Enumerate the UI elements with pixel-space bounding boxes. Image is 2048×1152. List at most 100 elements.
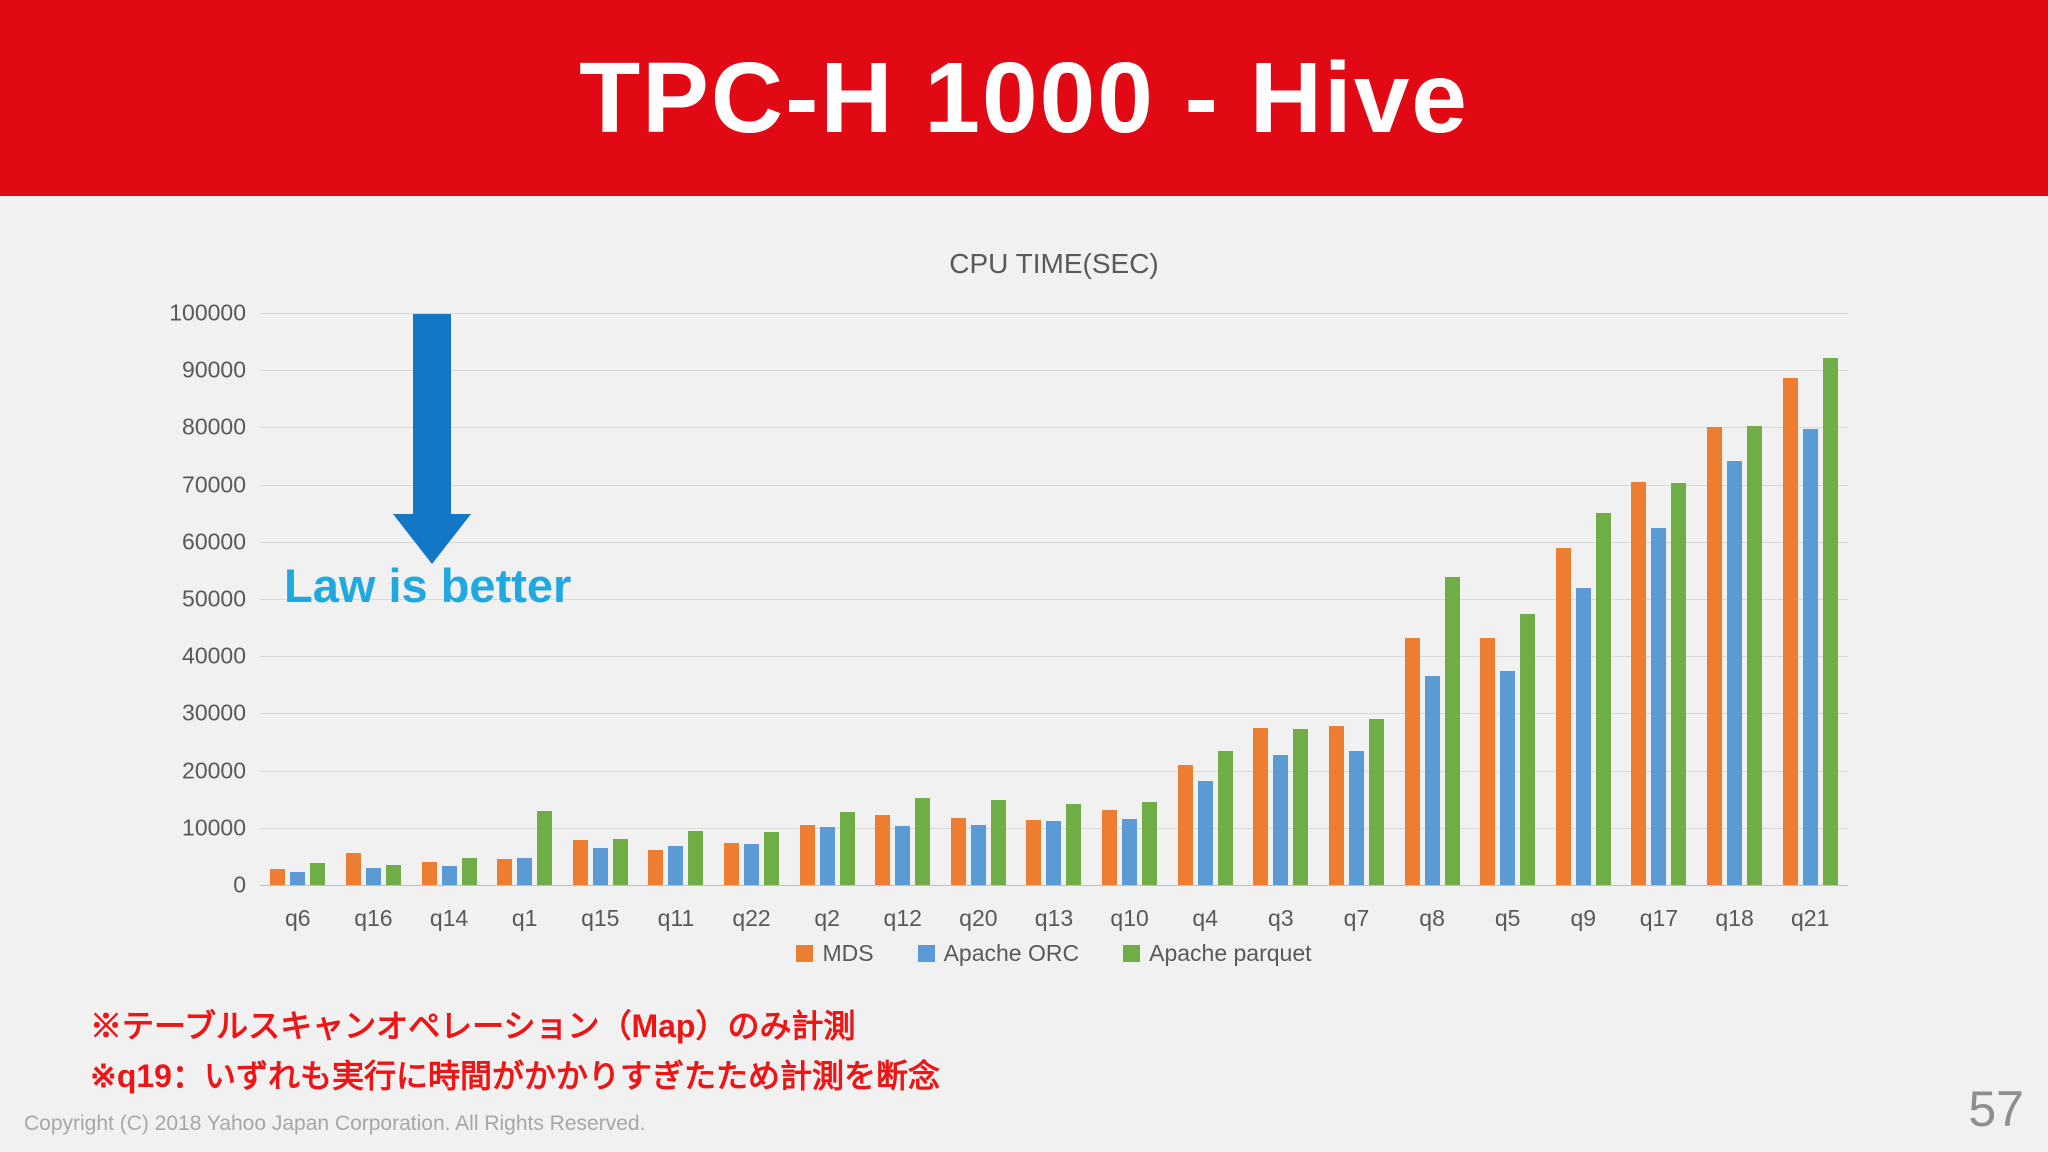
bar-apache-orc-q18 (1727, 461, 1743, 885)
bar-group-q6 (260, 313, 336, 885)
bar-apache-orc-q7 (1348, 751, 1364, 885)
bar-group-q1 (487, 313, 563, 885)
chart-title: CPU TIME(SEC) (949, 248, 1159, 279)
bar-group-q8 (1394, 313, 1470, 885)
legend-label: Apache ORC (943, 940, 1080, 966)
bar-apache-orc-q17 (1651, 527, 1667, 885)
x-axis-category-label: q11 (657, 905, 695, 931)
x-axis-category-label: q4 (1192, 905, 1219, 931)
y-axis-tick-label: 30000 (182, 699, 246, 726)
x-axis-category-label: q17 (1639, 905, 1679, 931)
bar-apache-orc-q15 (592, 847, 608, 885)
chart-legend: MDS Apache ORC Apache parquet (260, 940, 1848, 967)
x-axis-category-label: q22 (732, 905, 771, 931)
gridline (260, 484, 1848, 486)
bar-group-q4 (1167, 313, 1243, 885)
bar-apache-orc-q4 (1197, 781, 1213, 885)
bar-mds-q12 (875, 815, 891, 885)
legend-item-apache-parquet: Apache parquet (1123, 940, 1312, 967)
bar-group-q12 (865, 313, 941, 885)
bar-mds-q22 (724, 842, 739, 885)
bar-group-q17 (1621, 313, 1697, 885)
bar-apache-parquet-q12 (915, 798, 931, 885)
bar-apache-orc-q20 (970, 824, 986, 885)
bar-apache-parquet-q21 (1822, 357, 1838, 885)
bar-mds-q13 (1026, 819, 1042, 885)
bar-apache-orc-q11 (668, 845, 684, 885)
x-axis-category-label: q15 (581, 905, 620, 931)
bar-apache-parquet-q14 (461, 857, 477, 885)
bar-apache-parquet-q4 (1217, 751, 1233, 885)
bar-apache-parquet-q11 (688, 831, 704, 885)
bar-mds-q21 (1782, 377, 1798, 885)
x-axis-category-label: q10 (1110, 905, 1149, 931)
bar-group-q20 (941, 313, 1017, 885)
bar-apache-parquet-q1 (537, 810, 553, 885)
bar-apache-parquet-q9 (1595, 512, 1611, 885)
bar-group-q11 (638, 313, 714, 885)
bar-group-q22 (714, 313, 790, 885)
bar-mds-q9 (1555, 548, 1571, 885)
slide-title: TPC-H 1000 - Hive (579, 41, 1469, 154)
gridline (260, 770, 1848, 772)
x-axis-category-label: q3 (1268, 905, 1294, 931)
y-axis-tick-label: 0 (233, 871, 246, 898)
footnote-line-1: ※テーブルスキャンオペレーション（Map）のみ計測 (90, 1008, 856, 1044)
bar-mds-q8 (1404, 637, 1420, 885)
legend-item-apache-orc: Apache ORC (917, 940, 1080, 967)
bar-apache-orc-q21 (1802, 428, 1818, 885)
bar-group-q13 (1016, 313, 1092, 885)
bar-mds-q1 (497, 859, 513, 885)
bar-apache-parquet-q8 (1444, 576, 1460, 885)
bar-group-q3 (1243, 313, 1319, 885)
y-axis-tick-label: 90000 (182, 356, 246, 383)
bar-apache-parquet-q3 (1293, 728, 1309, 885)
bar-group-q10 (1092, 313, 1168, 885)
bar-group-q5 (1470, 313, 1546, 885)
bar-apache-orc-q14 (441, 865, 457, 885)
y-axis-tick-label: 100000 (169, 299, 246, 326)
bar-apache-orc-q5 (1500, 670, 1516, 885)
bar-mds-q16 (345, 852, 361, 885)
bar-group-q7 (1319, 313, 1395, 885)
bar-apache-parquet-q22 (764, 831, 779, 885)
law-is-better-label: Law is better (284, 559, 572, 612)
x-axis-category-label: q1 (511, 905, 538, 931)
bar-apache-parquet-q7 (1368, 718, 1384, 885)
gridline (260, 599, 1848, 600)
bar-apache-parquet-q5 (1520, 614, 1536, 885)
copyright-text: Copyright (C) 2018 Yahoo Japan Corporati… (24, 1112, 646, 1135)
bar-mds-q7 (1328, 725, 1344, 885)
legend-swatch (796, 945, 814, 962)
bar-apache-orc-q12 (895, 826, 911, 885)
gridline (260, 370, 1848, 372)
bar-apache-parquet-q20 (990, 800, 1006, 885)
bar-group-q14 (411, 313, 487, 885)
plot-area: 0 10000 20000 30000 40000 50000 60000 70000 8000… (169, 300, 1848, 931)
gridline (260, 541, 1848, 543)
bar-apache-orc-q13 (1046, 820, 1062, 885)
title-banner: TPC-H 1000 - Hive (0, 0, 2048, 196)
y-axis-tick-label: 10000 (182, 814, 246, 841)
x-axis-category-label: q13 (1034, 905, 1074, 931)
down-arrow-icon (393, 314, 471, 564)
bar-apache-orc-q8 (1424, 675, 1440, 885)
bar-apache-orc-q9 (1575, 588, 1591, 885)
x-axis-category-label: q2 (814, 905, 840, 931)
bar-mds-q11 (648, 849, 664, 885)
bar-apache-parquet-q18 (1747, 425, 1763, 885)
bar-group-q21 (1772, 313, 1848, 885)
bar-mds-q2 (799, 824, 815, 885)
y-axis-tick-label: 20000 (182, 757, 246, 784)
y-axis-tick-label: 80000 (182, 413, 246, 440)
bar-mds-q14 (421, 861, 437, 885)
bar-apache-parquet-q2 (839, 812, 855, 885)
legend-swatch (1123, 945, 1141, 962)
bar-apache-orc-q16 (365, 868, 381, 885)
bar-mds-q10 (1102, 809, 1118, 885)
bar-mds-q18 (1707, 427, 1723, 885)
y-axis-tick-label: 50000 (182, 585, 246, 612)
gridline (260, 313, 1848, 314)
y-axis-tick-label: 60000 (182, 528, 246, 555)
